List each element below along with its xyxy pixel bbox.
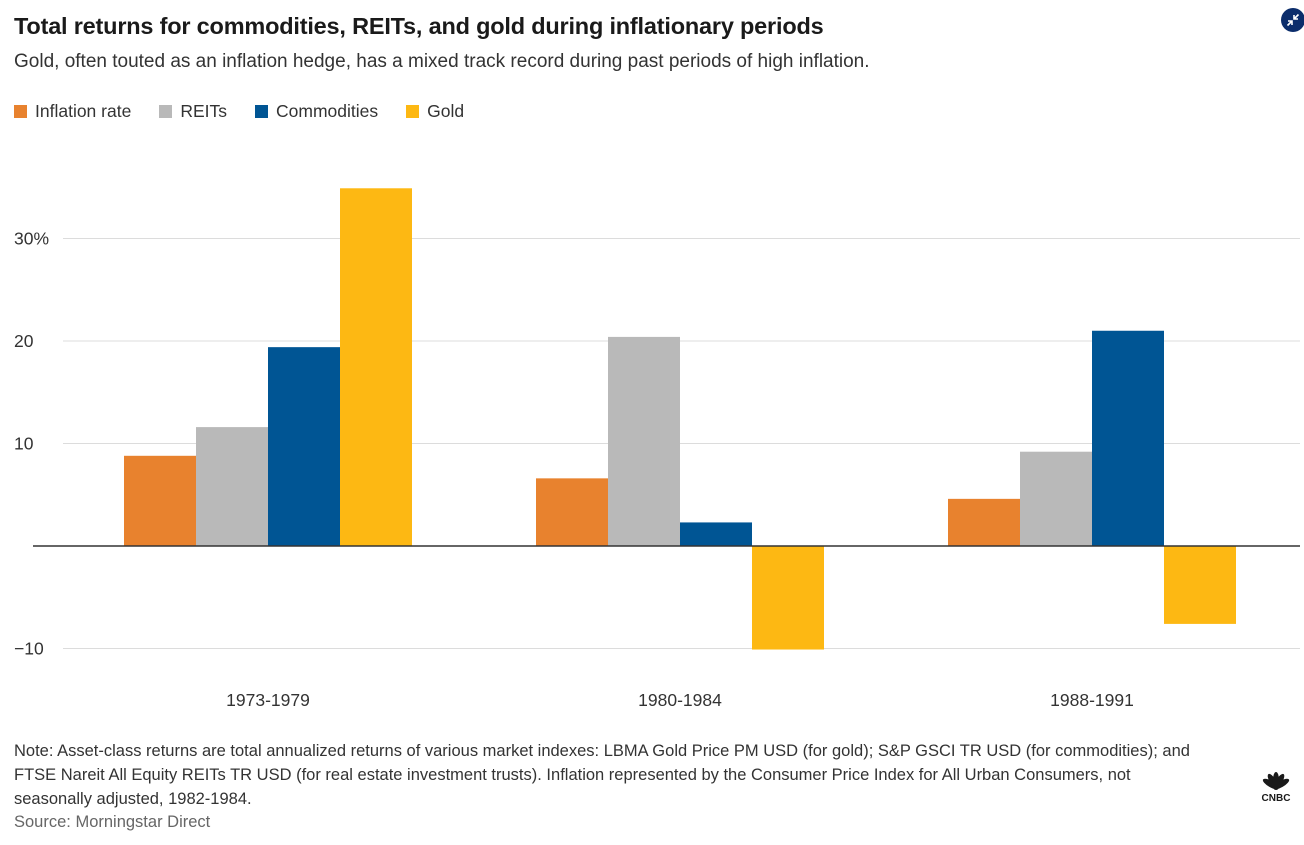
y-tick-label: 30% bbox=[14, 229, 49, 249]
cnbc-peacock-icon: CNBC bbox=[1262, 772, 1291, 804]
footnote: Note: Asset-class returns are total annu… bbox=[14, 742, 1190, 808]
legend-label: REITs bbox=[180, 101, 227, 121]
chart-subtitle: Gold, often touted as an inflation hedge… bbox=[14, 51, 870, 72]
x-tick-label: 1980-1984 bbox=[638, 690, 722, 710]
bar bbox=[124, 455, 196, 546]
legend: Inflation rate REITs Commodities Gold bbox=[14, 101, 464, 122]
bar bbox=[1092, 330, 1164, 546]
y-tick-label: 10 bbox=[14, 434, 34, 454]
x-tick-label: 1973-1979 bbox=[226, 690, 310, 710]
chart-title: Total returns for commodities, REITs, an… bbox=[14, 13, 824, 39]
legend-label: Commodities bbox=[276, 101, 379, 121]
cnbc-logo: CNBC bbox=[1250, 763, 1302, 804]
x-tick-label: 1988-1991 bbox=[1050, 690, 1134, 710]
collapse-arrows-icon bbox=[1286, 13, 1300, 27]
legend-item-reits: REITs bbox=[159, 101, 227, 122]
legend-label: Gold bbox=[427, 101, 465, 121]
y-tick-label: 20 bbox=[14, 331, 34, 351]
bar bbox=[948, 498, 1020, 546]
legend-item-gold: Gold bbox=[406, 101, 464, 122]
logo-text: CNBC bbox=[1262, 793, 1291, 803]
bar bbox=[1020, 451, 1092, 546]
bar bbox=[680, 522, 752, 546]
bar bbox=[196, 427, 268, 546]
source-line: Source: Morningstar Direct bbox=[14, 813, 211, 831]
bar bbox=[536, 478, 608, 546]
legend-label: Inflation rate bbox=[35, 101, 132, 121]
bar bbox=[1164, 546, 1236, 624]
bar bbox=[752, 546, 824, 650]
legend-swatch bbox=[159, 105, 173, 118]
bar bbox=[268, 347, 340, 546]
legend-swatch bbox=[406, 105, 420, 118]
y-tick-label: −10 bbox=[14, 639, 44, 659]
legend-swatch bbox=[255, 105, 268, 118]
legend-item-inflation: Inflation rate bbox=[14, 101, 131, 122]
legend-swatch bbox=[14, 105, 27, 118]
bar-chart: 30% 20 10 −10 1973-1979 1980-1984 1988-1991 bbox=[14, 188, 1300, 710]
bar bbox=[608, 336, 680, 546]
collapse-button[interactable] bbox=[1281, 8, 1304, 32]
bar bbox=[340, 188, 412, 546]
legend-item-commodities: Commodities bbox=[255, 101, 378, 122]
